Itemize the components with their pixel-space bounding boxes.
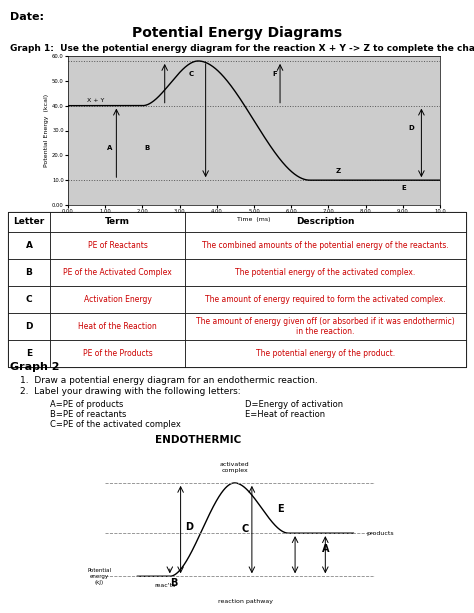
Text: Activation Energy: Activation Energy [83,295,151,304]
Text: D: D [409,126,414,132]
Bar [185,340,466,367]
Bar [185,286,466,313]
Bar [185,259,466,286]
Bar [50,313,185,340]
Text: A: A [321,544,329,554]
Bar [50,259,185,286]
Text: E=Heat of reaction: E=Heat of reaction [245,410,325,419]
Bar [8,259,50,286]
Text: Potential
energy
(kJ): Potential energy (kJ) [88,568,111,585]
Text: B: B [144,145,149,151]
Bar [50,286,185,313]
Text: B: B [26,268,32,277]
Bar [8,212,50,232]
Text: B: B [171,578,178,588]
Bar [8,340,50,367]
Y-axis label: Potential Energy  (kcal): Potential Energy (kcal) [44,94,49,167]
Text: Description: Description [296,218,355,226]
Bar [185,232,466,259]
Text: 1.  Draw a potential energy diagram for an endothermic reaction.: 1. Draw a potential energy diagram for a… [20,376,318,385]
Text: B=PE of reactants: B=PE of reactants [50,410,127,419]
Text: Term: Term [105,218,130,226]
Text: E: E [277,504,283,514]
Text: A=PE of products: A=PE of products [50,400,123,409]
Bar [50,232,185,259]
Text: PE of the Products: PE of the Products [82,349,152,358]
Bar [8,313,50,340]
Text: products: products [366,531,394,536]
Text: A: A [107,145,112,151]
Text: C: C [189,71,194,77]
Text: 2.  Label your drawing with the following letters:: 2. Label your drawing with the following… [20,387,241,396]
Text: E: E [26,349,32,358]
Text: C: C [242,524,249,534]
Text: Graph 2: Graph 2 [10,362,60,372]
Text: F: F [273,71,277,77]
Text: C=PE of the activated complex: C=PE of the activated complex [50,420,181,429]
Text: X + Y: X + Y [87,98,104,103]
Text: C: C [26,295,32,304]
Text: ENDOTHERMIC: ENDOTHERMIC [155,435,241,445]
Bar [185,212,466,232]
Bar [8,212,466,367]
Text: D=Energy of activation: D=Energy of activation [245,400,343,409]
Text: The amount of energy required to form the activated complex.: The amount of energy required to form th… [205,295,446,304]
Text: PE of Reactants: PE of Reactants [88,241,147,250]
Text: The amount of energy given off (or absorbed if it was endothermic)
in the reacti: The amount of energy given off (or absor… [196,317,455,336]
Text: A: A [26,241,33,250]
Bar [8,286,50,313]
Text: The combined amounts of the potential energy of the reactants.: The combined amounts of the potential en… [202,241,449,250]
Text: The potential energy of the product.: The potential energy of the product. [256,349,395,358]
Text: activated
complex: activated complex [220,462,249,473]
X-axis label: Time  (ms): Time (ms) [237,217,271,222]
Bar [50,212,185,232]
Text: D: D [185,522,193,532]
Text: Date:: Date: [10,12,44,22]
Text: Heat of the Reaction: Heat of the Reaction [78,322,157,331]
Bar [50,340,185,367]
Text: Graph 1:  Use the potential energy diagram for the reaction X + Y -> Z to comple: Graph 1: Use the potential energy diagra… [10,44,474,53]
Text: reac'ts: reac'ts [155,584,176,588]
Text: Potential Energy Diagrams: Potential Energy Diagrams [132,26,342,40]
Text: PE of the Activated Complex: PE of the Activated Complex [63,268,172,277]
Bar [8,232,50,259]
Text: E: E [401,185,406,191]
Text: D: D [25,322,33,331]
Text: Letter: Letter [13,218,45,226]
Text: reaction pathway: reaction pathway [218,598,273,604]
Bar [185,313,466,340]
Text: The potential energy of the activated complex.: The potential energy of the activated co… [236,268,416,277]
Text: Z: Z [336,168,341,173]
